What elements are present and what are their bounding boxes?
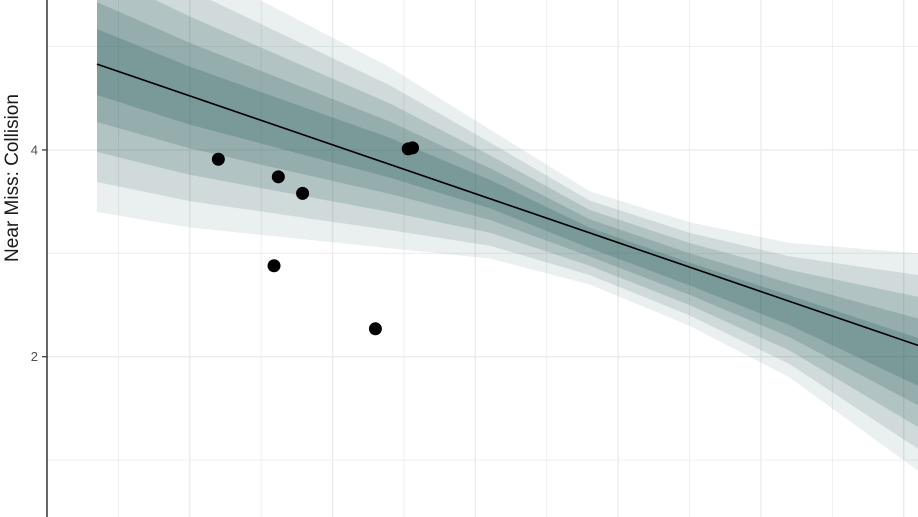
fit-line — [96, 63, 918, 347]
posterior-band-layer — [97, 0, 918, 449]
data-point — [406, 141, 420, 155]
posterior-band-layer — [97, 29, 918, 386]
data-point — [267, 259, 281, 273]
y-tick-label: 2 — [31, 349, 38, 364]
y-axis-label: Near Miss: Collision — [2, 94, 23, 262]
y-ticks: 24 — [31, 142, 47, 364]
posterior-draws — [97, 0, 918, 471]
data-points — [211, 141, 420, 336]
posterior-band-layer — [97, 0, 918, 471]
data-point — [368, 322, 382, 336]
posterior-band-layer — [97, 2, 918, 406]
data-point — [296, 186, 310, 200]
gridlines — [47, 0, 918, 517]
posterior-band-layer — [97, 0, 918, 427]
data-point — [271, 170, 285, 184]
data-point — [211, 152, 225, 166]
y-tick-label: 4 — [31, 142, 38, 157]
